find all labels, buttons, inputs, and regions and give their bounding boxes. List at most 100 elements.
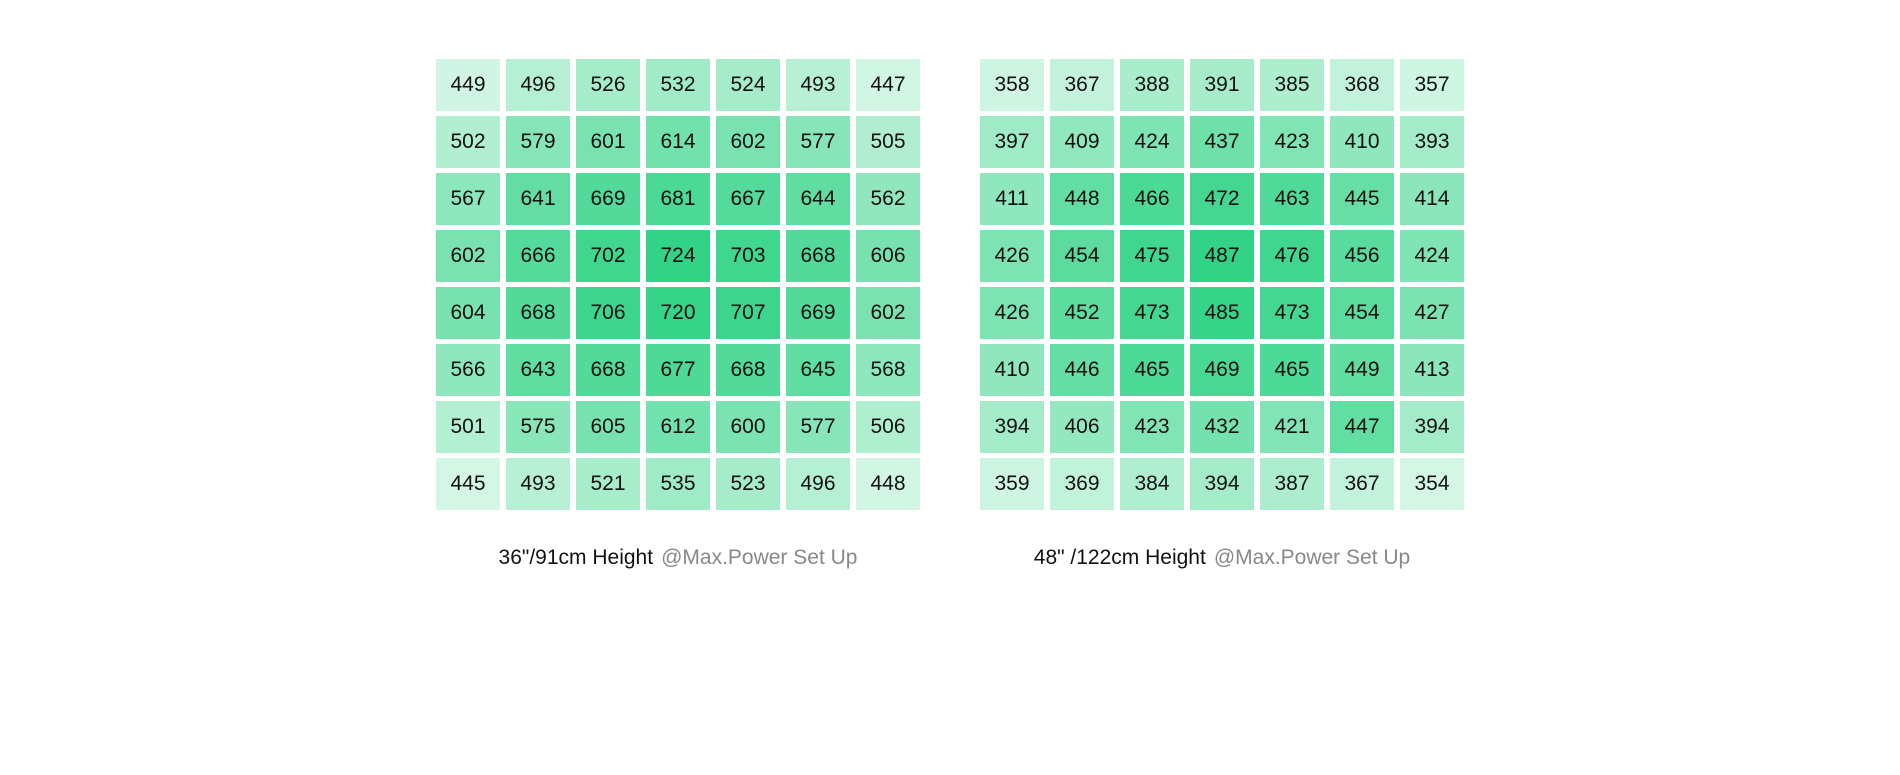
heatmap-cell: 393	[1400, 116, 1464, 168]
heatmap-cell: 524	[716, 59, 780, 111]
heatmap-cell: 532	[646, 59, 710, 111]
heatmap-cell: 445	[1330, 173, 1394, 225]
heatmap-cell: 579	[506, 116, 570, 168]
heatmap-cell: 368	[1330, 59, 1394, 111]
heatmap-cell: 601	[576, 116, 640, 168]
heatmap-cell: 391	[1190, 59, 1254, 111]
heatmap-cell: 505	[856, 116, 920, 168]
heatmap-cell: 600	[716, 401, 780, 453]
heatmap-cell: 354	[1400, 458, 1464, 510]
caption-note: @Max.Power Set Up	[661, 546, 858, 569]
heatmap-cell: 668	[576, 344, 640, 396]
heatmap-cell: 447	[1330, 401, 1394, 453]
heatmap-cell: 463	[1260, 173, 1324, 225]
heatmap-cell: 446	[1050, 344, 1114, 396]
heatmap-cell: 566	[436, 344, 500, 396]
heatmap-cell: 602	[716, 116, 780, 168]
heatmap-cell: 487	[1190, 230, 1254, 282]
heatmap-cell: 473	[1260, 287, 1324, 339]
heatmap-cell: 472	[1190, 173, 1254, 225]
heatmap-cell: 384	[1120, 458, 1184, 510]
heatmap-cell: 475	[1120, 230, 1184, 282]
heatmap-cell: 562	[856, 173, 920, 225]
heatmap-cell: 367	[1050, 59, 1114, 111]
heatmap-cell: 447	[856, 59, 920, 111]
heatmap-cell: 473	[1120, 287, 1184, 339]
heatmap-cell: 606	[856, 230, 920, 282]
heatmap-cell: 456	[1330, 230, 1394, 282]
heatmap-cell: 645	[786, 344, 850, 396]
heatmap-cell: 523	[716, 458, 780, 510]
heatmap-cell: 476	[1260, 230, 1324, 282]
heatmap-cell: 432	[1190, 401, 1254, 453]
heatmap-cell: 406	[1050, 401, 1114, 453]
heatmap-cell: 668	[506, 287, 570, 339]
heatmap-cell: 577	[786, 401, 850, 453]
heatmap-cell: 411	[980, 173, 1044, 225]
heatmap-cell: 427	[1400, 287, 1464, 339]
heatmap-cell: 702	[576, 230, 640, 282]
heatmap-cell: 414	[1400, 173, 1464, 225]
heatmap-cell: 502	[436, 116, 500, 168]
heatmap-cell: 448	[856, 458, 920, 510]
heatmap-cell: 577	[786, 116, 850, 168]
heatmap-cell: 452	[1050, 287, 1114, 339]
heatmap-cell: 397	[980, 116, 1044, 168]
heatmap-cell: 496	[786, 458, 850, 510]
heatmap-cell: 667	[716, 173, 780, 225]
heatmap-cell: 614	[646, 116, 710, 168]
heatmap-cell: 668	[716, 344, 780, 396]
heatmap-cell: 426	[980, 287, 1044, 339]
heatmap-cell: 668	[786, 230, 850, 282]
heatmap-cell: 465	[1120, 344, 1184, 396]
heatmap-cell: 449	[436, 59, 500, 111]
heatmap-cell: 367	[1330, 458, 1394, 510]
heatmap-cell: 448	[1050, 173, 1114, 225]
heatmap-cell: 409	[1050, 116, 1114, 168]
heatmap-cell: 385	[1260, 59, 1324, 111]
heatmap-cell: 466	[1120, 173, 1184, 225]
heatmap-cell: 445	[436, 458, 500, 510]
heatmap-cell: 703	[716, 230, 780, 282]
heatmap-cell: 496	[506, 59, 570, 111]
heatmap-cell: 567	[436, 173, 500, 225]
heatmap-cell: 423	[1120, 401, 1184, 453]
heatmap-cell: 394	[1190, 458, 1254, 510]
heatmap-cell: 521	[576, 458, 640, 510]
heatmap-cell: 437	[1190, 116, 1254, 168]
heatmap-cell: 602	[436, 230, 500, 282]
heatmap-grid: 449 496 526 532 524 493 447 502 579 601 614 602 577 5…	[436, 59, 920, 510]
heatmap-cell: 506	[856, 401, 920, 453]
heatmap-cell: 369	[1050, 458, 1114, 510]
heatmap-cell: 394	[980, 401, 1044, 453]
heatmap-cell: 720	[646, 287, 710, 339]
heatmap-grid: 358 367 388 391 385 368 357 397 409 424 437 423 410 3…	[980, 59, 1464, 510]
heatmap-cell: 449	[1330, 344, 1394, 396]
heatmap-cell: 605	[576, 401, 640, 453]
heatmap-cell: 677	[646, 344, 710, 396]
heatmap-cell: 388	[1120, 59, 1184, 111]
heatmap-cell: 493	[506, 458, 570, 510]
caption-note: @Max.Power Set Up	[1213, 546, 1411, 569]
heatmap-cell: 707	[716, 287, 780, 339]
heatmap-cell: 724	[646, 230, 710, 282]
heatmap-cell: 359	[980, 458, 1044, 510]
heatmap-cell: 526	[576, 59, 640, 111]
heatmap-cell: 454	[1050, 230, 1114, 282]
heatmap-cell: 666	[506, 230, 570, 282]
heatmap-cell: 357	[1400, 59, 1464, 111]
heatmap-cell: 644	[786, 173, 850, 225]
heatmap-cell: 465	[1260, 344, 1324, 396]
heatmap-cell: 358	[980, 59, 1044, 111]
heatmap-cell: 454	[1330, 287, 1394, 339]
caption-title: 36"/91cm Height	[498, 546, 654, 569]
heatmap-cell: 535	[646, 458, 710, 510]
heatmap-cell: 669	[786, 287, 850, 339]
heatmap-cell: 641	[506, 173, 570, 225]
heatmap-cell: 421	[1260, 401, 1324, 453]
heatmap-cell: 575	[506, 401, 570, 453]
heatmap-cell: 423	[1260, 116, 1324, 168]
heatmap-cell: 424	[1120, 116, 1184, 168]
heatmap-cell: 612	[646, 401, 710, 453]
